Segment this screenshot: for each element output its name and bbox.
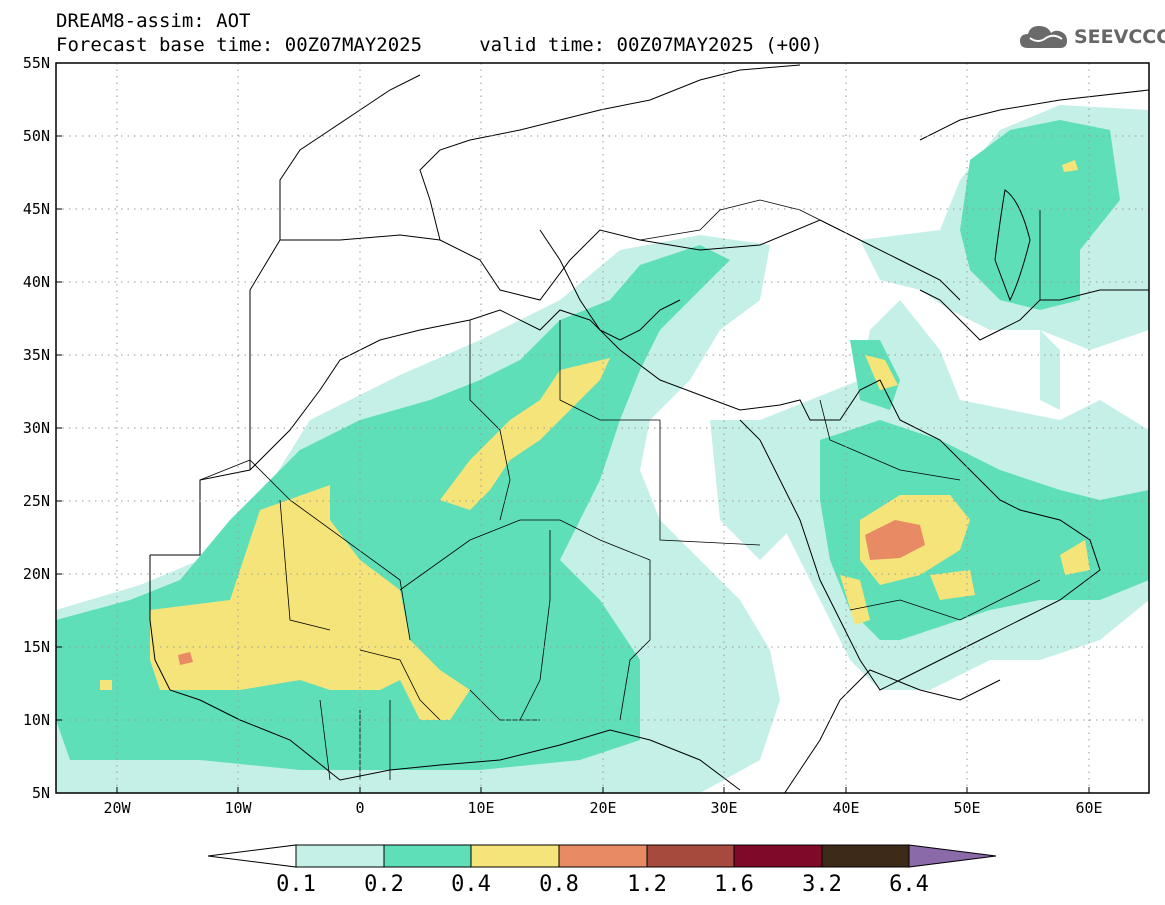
lat-label: 25N: [23, 492, 50, 510]
colorbar-under-arrow: [207, 844, 297, 868]
aot-band-0.4: [100, 160, 1090, 720]
lat-label: 35N: [23, 346, 50, 364]
lon-label: 20W: [103, 799, 131, 817]
chart-title: DREAM8-assim: AOT: [56, 10, 251, 32]
lat-label: 55N: [23, 54, 50, 72]
colorbar-bin: [558, 844, 648, 868]
lon-label: 30E: [710, 799, 737, 817]
colorbar-bin: [733, 844, 823, 868]
colorbar-label: 0.1: [276, 872, 316, 897]
forecast-time-line: Forecast base time: 00Z07MAY2025 valid t…: [56, 34, 823, 56]
lat-label: 30N: [23, 419, 50, 437]
colorbar-bin: [470, 844, 560, 868]
lat-label: 40N: [23, 273, 50, 291]
lat-label: 15N: [23, 638, 50, 656]
colorbar-label: 1.2: [627, 872, 667, 897]
lat-label: 10N: [23, 711, 50, 729]
lon-label: 20E: [589, 799, 616, 817]
lat-label: 5N: [32, 784, 50, 802]
colorbar-bin: [295, 844, 385, 868]
colorbar-label: 3.2: [802, 872, 842, 897]
aot-fields: [56, 105, 1149, 793]
colorbar-label: 0.2: [364, 872, 404, 897]
lon-label: 0: [355, 799, 364, 817]
colorbar-label: 0.8: [539, 872, 579, 897]
lat-axis: 55N 50N 45N 40N 35N 30N 25N 20N 15N 10N …: [23, 54, 50, 802]
seevccc-logo: SEEVCCC: [1018, 22, 1165, 52]
lon-label: 10W: [224, 799, 252, 817]
lon-label: 10E: [467, 799, 494, 817]
colorbar-label: 6.4: [889, 872, 929, 897]
lon-label: 60E: [1075, 799, 1102, 817]
lat-label: 50N: [23, 127, 50, 145]
colorbar-bin: [821, 844, 910, 868]
cloud-icon: [1020, 26, 1067, 48]
coastlines: [149, 64, 1149, 793]
colorbar-labels: 0.1 0.2 0.4 0.8 1.2 1.6 3.2 6.4: [276, 872, 929, 897]
colorbar-bin: [383, 844, 472, 868]
gridlines: [56, 63, 1149, 793]
lat-label: 20N: [23, 565, 50, 583]
aot-band-0.8: [178, 520, 925, 665]
colorbar-label: 1.6: [714, 872, 754, 897]
lon-label: 40E: [832, 799, 859, 817]
lat-ticks: [56, 135, 1090, 793]
borders: [199, 199, 1041, 781]
colorbar-bin: [646, 844, 735, 868]
lon-label: 50E: [953, 799, 980, 817]
lat-label: 45N: [23, 200, 50, 218]
lon-axis: 20W 10W 0 10E 20E 30E 40E 50E 60E: [103, 799, 1102, 817]
colorbar-over-arrow: [908, 844, 997, 868]
logo-text: SEEVCCC: [1074, 26, 1165, 48]
colorbar-label: 0.4: [451, 872, 491, 897]
colorbar: [207, 844, 997, 868]
